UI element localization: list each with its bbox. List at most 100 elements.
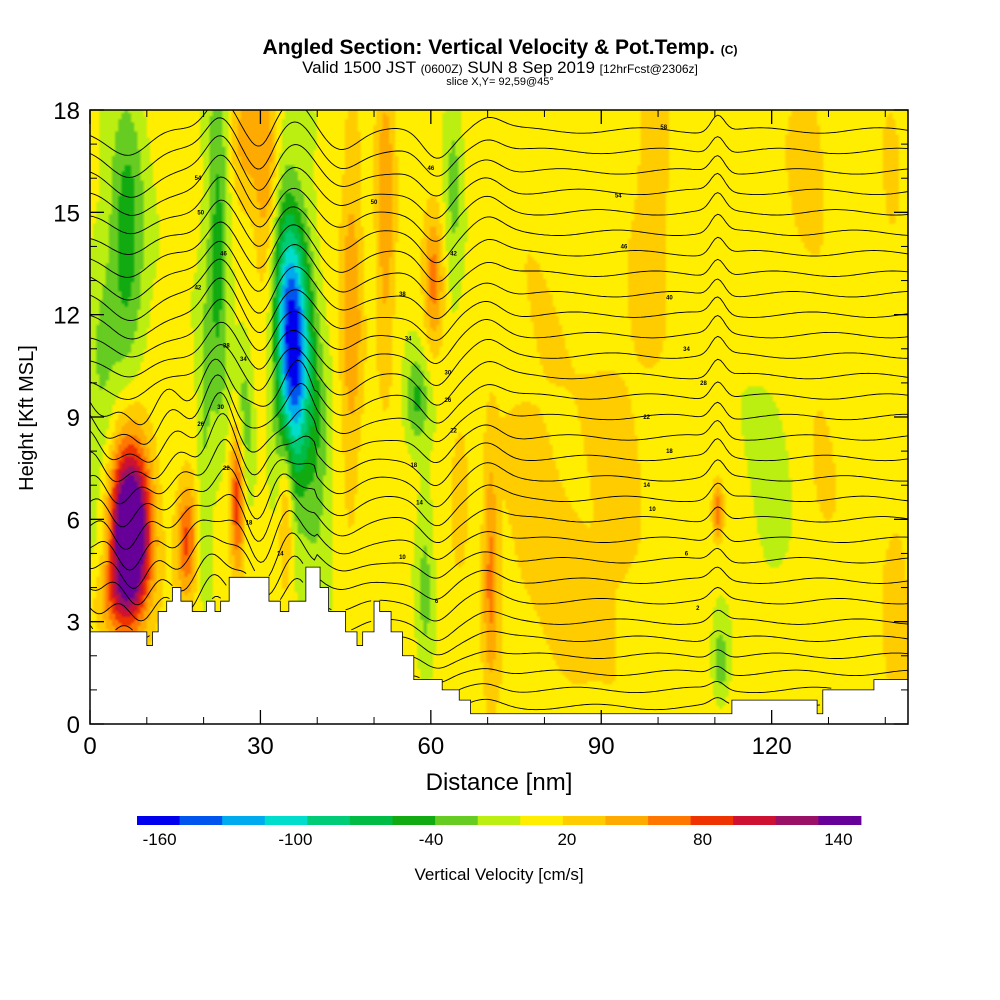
slice-info: slice X,Y= 92,59@45° xyxy=(446,76,554,88)
contour-label: 50 xyxy=(371,200,378,206)
colorbar-swatch xyxy=(775,816,819,825)
valid-utc: (0600Z) xyxy=(420,62,463,76)
contour-label: 46 xyxy=(427,166,434,172)
colorbar-swatch xyxy=(392,816,436,825)
y-tick-label: 15 xyxy=(53,200,80,227)
y-tick-label: 0 xyxy=(67,712,80,739)
y-tick-label: 18 xyxy=(53,98,80,125)
contour-label: 38 xyxy=(399,292,406,298)
contour-label: 46 xyxy=(621,244,628,250)
contour-label: 30 xyxy=(217,405,224,411)
colorbar-swatch xyxy=(222,816,266,825)
theta-contour-line xyxy=(402,630,908,656)
contour-label: 46 xyxy=(220,251,227,257)
contour-label: 14 xyxy=(643,483,650,489)
colorbar-tick-label: -160 xyxy=(143,830,177,849)
colorbar-tick-label: -100 xyxy=(278,830,312,849)
contour-label: 34 xyxy=(405,337,412,343)
theta-contour-line xyxy=(90,344,908,406)
forecast-info: [12hrFcst@2306z] xyxy=(599,62,698,76)
contour-label: 26 xyxy=(197,422,204,428)
contour-label: 22 xyxy=(643,415,650,421)
theta-contour-line xyxy=(90,579,173,606)
theta-contour-line xyxy=(191,574,227,608)
contour-label: 22 xyxy=(223,466,230,472)
contour-label: 58 xyxy=(660,125,667,131)
theta-contour-line xyxy=(90,374,908,445)
chart-subtitle: Valid 1500 JST (0600Z) SUN 8 Sep 2019 [1… xyxy=(0,58,1000,78)
contour-label: 14 xyxy=(277,551,284,557)
chart-title: Angled Section: Vertical Velocity & Pot.… xyxy=(0,36,1000,60)
theta-contour-line xyxy=(146,635,150,638)
contour-label: 42 xyxy=(195,285,202,291)
y-tick-label: 9 xyxy=(67,405,80,432)
colorbar-tick-label: 140 xyxy=(824,830,852,849)
colorbar: -160 -100 -40 20 80 140 xyxy=(137,816,862,849)
theta-contour-line xyxy=(90,413,908,486)
contour-label: 18 xyxy=(666,449,673,455)
contour-label: 10 xyxy=(649,507,656,513)
theta-contour-line xyxy=(90,596,170,622)
colorbar-swatch xyxy=(562,816,606,825)
theta-contour-line xyxy=(90,135,908,198)
colorbar-swatch xyxy=(733,816,777,825)
colorbar-swatch xyxy=(435,816,479,825)
axes: 0 30 60 90 120 0 3 6 9 12 15 18 xyxy=(53,98,908,760)
theta-contour-line xyxy=(90,321,908,387)
y-axis-label: Height [Kft MSL] xyxy=(16,345,38,491)
colorbar-swatch xyxy=(605,816,649,825)
theta-contour-line xyxy=(268,532,908,579)
colorbar-tick-label: 80 xyxy=(693,830,712,849)
colorbar-swatch xyxy=(690,816,734,825)
contour-label: 30 xyxy=(445,371,452,377)
theta-contour-line xyxy=(413,649,908,669)
contour-label: 34 xyxy=(683,347,690,353)
colorbar-swatch xyxy=(137,816,180,825)
theta-contour-line xyxy=(351,620,372,631)
theta-contour-line xyxy=(90,466,908,528)
colorbar-swatch xyxy=(648,816,692,825)
theta-contour-line xyxy=(211,596,221,600)
contour-label: 18 xyxy=(246,521,253,527)
colorbar-swatch xyxy=(179,816,223,825)
colorbar-swatch xyxy=(349,816,393,825)
y-tick-label: 6 xyxy=(67,507,80,534)
x-tick-label: 120 xyxy=(752,733,792,760)
theta-contour-line xyxy=(90,298,908,364)
contour-label: 26 xyxy=(445,398,452,404)
colorbar-tick-label: -40 xyxy=(419,830,444,849)
theta-contour-line xyxy=(90,535,256,589)
contour-label: 38 xyxy=(223,343,230,349)
theta-contour-line xyxy=(319,566,908,600)
contour-label: 6 xyxy=(685,551,689,557)
valid-date: SUN 8 Sep 2019 xyxy=(467,58,595,77)
theta-contour-line xyxy=(90,392,908,464)
contour-label: 28 xyxy=(700,381,707,387)
theta-contour-line xyxy=(115,625,133,631)
contour-label: 34 xyxy=(240,357,247,363)
theta-contour-line xyxy=(90,439,908,508)
theta-contour-line xyxy=(90,510,908,571)
y-tick-label: 3 xyxy=(67,610,80,637)
title-unit: (C) xyxy=(720,43,738,57)
contour-label: 50 xyxy=(197,210,204,216)
theta-contour-line xyxy=(442,665,908,683)
contour-label: 42 xyxy=(450,251,457,257)
theta-contour-line xyxy=(90,176,908,242)
theta-contour-line xyxy=(90,154,908,219)
contour-label: 54 xyxy=(195,176,202,182)
theta-contour-line xyxy=(470,697,730,711)
theta-contour-line xyxy=(328,607,332,611)
theta-contour-line xyxy=(413,675,420,679)
theta-contour-line xyxy=(391,609,908,642)
colorbar-tick-label: 20 xyxy=(557,830,576,849)
theta-contour-line xyxy=(90,490,908,550)
theta-contour-line xyxy=(268,555,304,596)
colorbar-label: Vertical Velocity [cm/s] xyxy=(414,865,583,884)
x-axis-label: Distance [nm] xyxy=(426,769,573,796)
theta-contour-line xyxy=(90,199,908,264)
colorbar-swatch xyxy=(264,816,308,825)
x-tick-label: 60 xyxy=(417,733,444,760)
x-tick-label: 0 xyxy=(83,733,96,760)
